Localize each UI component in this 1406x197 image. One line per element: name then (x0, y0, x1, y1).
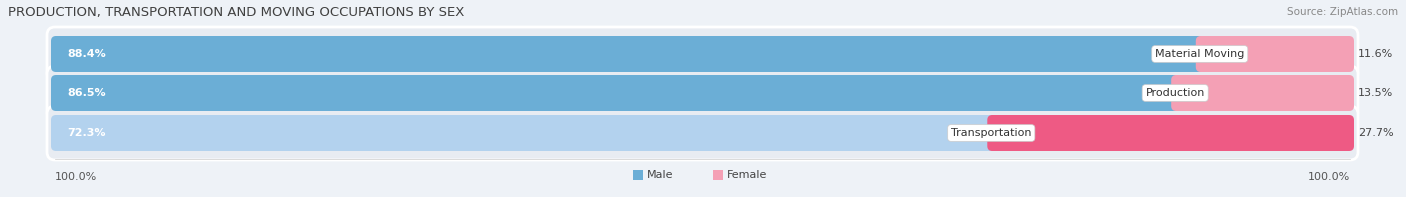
Text: 100.0%: 100.0% (55, 172, 97, 182)
Text: 86.5%: 86.5% (67, 88, 105, 98)
Text: Female: Female (727, 170, 768, 180)
FancyBboxPatch shape (46, 66, 1358, 120)
FancyBboxPatch shape (51, 75, 1180, 111)
Text: 27.7%: 27.7% (1358, 128, 1393, 138)
Text: Production: Production (1146, 88, 1205, 98)
Text: Male: Male (647, 170, 673, 180)
FancyBboxPatch shape (51, 36, 1204, 72)
FancyBboxPatch shape (987, 115, 1354, 151)
Text: 11.6%: 11.6% (1358, 49, 1393, 59)
Text: Transportation: Transportation (950, 128, 1032, 138)
Text: Material Moving: Material Moving (1156, 49, 1244, 59)
FancyBboxPatch shape (1171, 75, 1354, 111)
FancyBboxPatch shape (46, 27, 1358, 81)
FancyBboxPatch shape (51, 115, 995, 151)
Text: 100.0%: 100.0% (1308, 172, 1350, 182)
Text: 72.3%: 72.3% (67, 128, 105, 138)
FancyBboxPatch shape (633, 170, 643, 180)
Text: Source: ZipAtlas.com: Source: ZipAtlas.com (1286, 7, 1398, 17)
FancyBboxPatch shape (1195, 36, 1354, 72)
FancyBboxPatch shape (46, 106, 1358, 160)
Text: 88.4%: 88.4% (67, 49, 105, 59)
FancyBboxPatch shape (713, 170, 723, 180)
Text: PRODUCTION, TRANSPORTATION AND MOVING OCCUPATIONS BY SEX: PRODUCTION, TRANSPORTATION AND MOVING OC… (8, 6, 464, 19)
Text: 13.5%: 13.5% (1358, 88, 1393, 98)
